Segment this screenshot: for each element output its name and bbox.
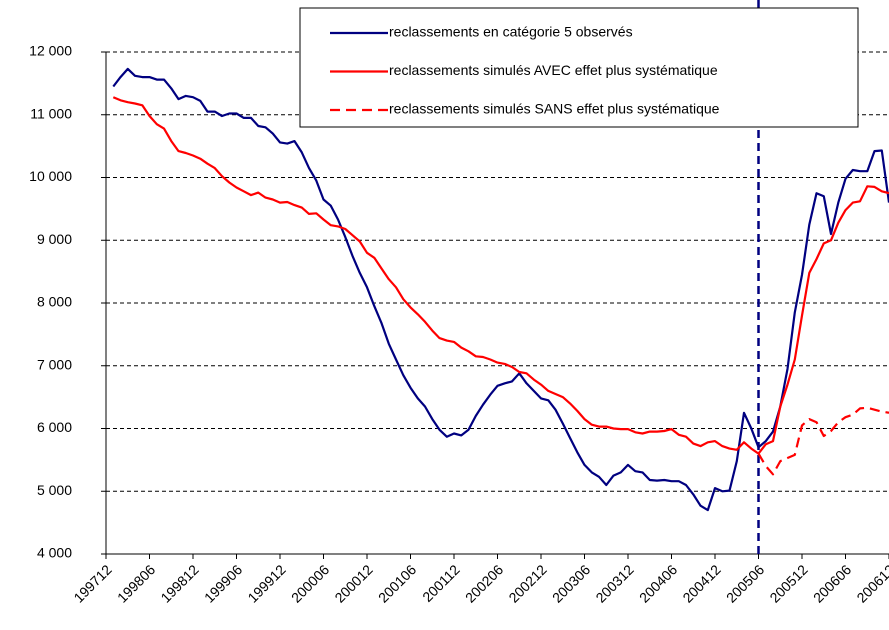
- x-tick-label: 200212: [505, 561, 549, 605]
- series-line: [757, 406, 889, 476]
- legend-box: [299, 7, 859, 128]
- x-tick-label: 200006: [288, 561, 332, 605]
- y-tick-label: 10 000: [29, 168, 72, 184]
- x-tick-label: 199812: [157, 561, 201, 605]
- x-tick-label: 200406: [636, 561, 680, 605]
- x-tick-label: 200012: [331, 561, 375, 605]
- legend-label: reclassements simulés AVEC effet plus sy…: [389, 62, 718, 78]
- x-tick-label: 200112: [419, 561, 463, 605]
- y-tick-label: 9 000: [37, 231, 72, 247]
- x-tick-label: 200306: [549, 561, 593, 605]
- y-tick-label: 5 000: [37, 482, 72, 498]
- legend-label: reclassements simulés SANS effet plus sy…: [389, 101, 720, 117]
- x-tick-label: 199912: [244, 561, 288, 605]
- y-tick-label: 12 000: [29, 43, 72, 59]
- x-tick-label: 200106: [375, 561, 419, 605]
- x-tick-label: 200412: [679, 561, 723, 605]
- y-tick-label: 6 000: [37, 419, 72, 435]
- series-line: [112, 96, 889, 455]
- y-tick-label: 8 000: [37, 294, 72, 310]
- x-tick-label: 200506: [723, 561, 767, 605]
- x-tick-label: 200206: [462, 561, 506, 605]
- legend-label: reclassements en catégorie 5 observés: [389, 24, 633, 40]
- x-tick-label: 200606: [810, 561, 854, 605]
- x-tick-label: 199806: [114, 561, 158, 605]
- x-tick-label: 199906: [201, 561, 245, 605]
- x-tick-label: 200512: [766, 561, 810, 605]
- series-line: [112, 67, 889, 512]
- y-tick-label: 11 000: [30, 105, 72, 121]
- x-tick-label: 200612: [853, 561, 889, 605]
- x-tick-label: 199712: [70, 561, 114, 605]
- x-tick-label: 200312: [592, 561, 636, 605]
- y-tick-label: 7 000: [37, 356, 72, 372]
- y-tick-label: 4 000: [37, 545, 72, 561]
